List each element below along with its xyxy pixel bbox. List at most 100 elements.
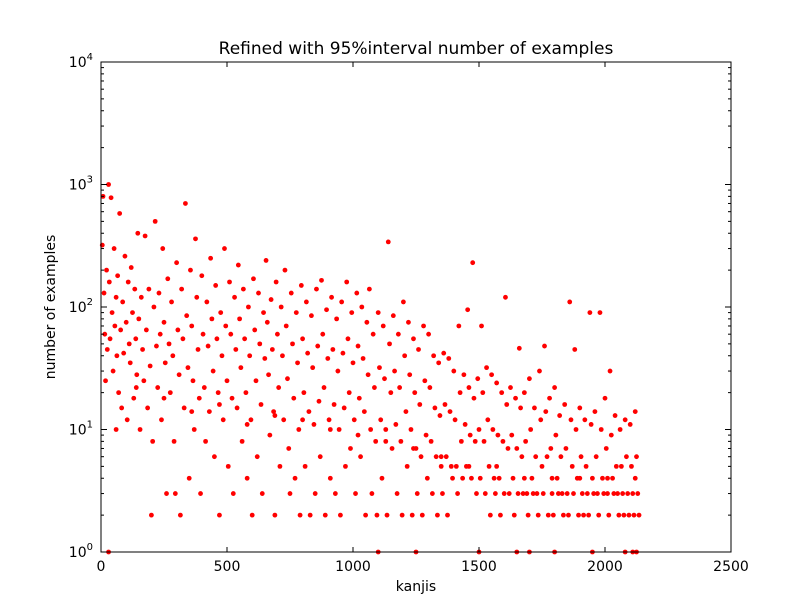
data-point	[384, 512, 390, 518]
data-point	[349, 310, 355, 316]
data-point	[116, 390, 122, 396]
data-point	[611, 491, 617, 496]
data-point	[227, 279, 232, 285]
y-tick-exponent: 1	[87, 420, 93, 431]
data-point	[610, 475, 615, 481]
data-point	[424, 475, 430, 481]
data-point	[244, 422, 250, 427]
data-point	[132, 286, 138, 292]
data-point	[166, 341, 172, 347]
data-point	[253, 378, 259, 384]
data-point	[605, 491, 610, 496]
data-point	[595, 491, 600, 496]
data-point	[514, 446, 520, 451]
data-point	[412, 390, 418, 396]
data-point	[387, 341, 392, 347]
data-point	[605, 475, 610, 481]
data-point	[150, 438, 156, 444]
data-point	[238, 365, 244, 371]
data-point	[603, 446, 609, 451]
data-point	[398, 438, 404, 444]
data-point	[118, 327, 124, 333]
data-point	[106, 182, 111, 187]
data-point	[622, 417, 628, 423]
data-point	[509, 432, 515, 438]
data-point	[421, 323, 426, 329]
data-point	[629, 463, 634, 469]
data-point	[137, 427, 143, 432]
data-point	[264, 319, 270, 325]
data-point	[521, 475, 527, 481]
data-point	[432, 405, 438, 411]
data-point	[145, 405, 151, 411]
data-point	[198, 491, 203, 496]
data-point	[295, 360, 300, 366]
data-point	[578, 454, 584, 460]
data-point	[451, 368, 457, 374]
data-point	[346, 390, 352, 396]
data-point	[484, 365, 489, 371]
data-point	[203, 438, 208, 444]
data-point	[217, 512, 222, 518]
data-point	[125, 279, 131, 285]
data-point	[280, 353, 285, 359]
data-point	[179, 286, 185, 292]
y-tick-label: 104	[69, 52, 93, 71]
data-point	[316, 398, 322, 404]
data-point	[482, 491, 488, 496]
data-point	[339, 299, 345, 305]
data-point	[634, 454, 639, 460]
data-point	[102, 331, 108, 337]
data-point	[348, 446, 353, 451]
data-point	[269, 347, 275, 352]
data-point	[379, 475, 385, 481]
data-point	[494, 463, 500, 469]
y-tick-label: 100	[69, 542, 93, 561]
data-point	[419, 512, 425, 518]
chart-title: Refined with 95%interval number of examp…	[219, 39, 614, 59]
data-point	[196, 395, 202, 401]
data-point	[296, 427, 302, 432]
data-point	[136, 316, 142, 322]
data-point	[465, 307, 471, 313]
data-point	[542, 343, 547, 349]
data-point	[474, 491, 479, 496]
data-point	[392, 368, 397, 374]
data-point	[149, 512, 154, 518]
data-point	[290, 341, 295, 347]
data-point	[229, 395, 235, 401]
data-point	[195, 347, 201, 352]
data-point	[596, 512, 602, 518]
data-point	[518, 405, 523, 411]
data-point	[336, 427, 342, 432]
data-point	[472, 438, 478, 444]
data-point	[577, 475, 583, 481]
data-point	[345, 336, 351, 342]
data-point	[301, 390, 307, 396]
data-point	[204, 299, 210, 305]
data-point	[562, 402, 568, 407]
data-point	[200, 331, 206, 337]
data-point	[598, 427, 604, 432]
y-tick-label: 103	[69, 175, 93, 194]
data-point	[498, 512, 503, 518]
data-point	[495, 432, 501, 438]
data-point	[563, 446, 569, 451]
data-point	[271, 409, 277, 414]
data-point	[511, 512, 517, 518]
data-point	[550, 512, 556, 518]
data-point	[540, 491, 546, 496]
data-point	[354, 290, 360, 296]
data-point	[466, 463, 472, 469]
data-point	[111, 246, 117, 251]
data-point	[314, 286, 319, 292]
data-point	[356, 395, 362, 401]
y-tick-label: 102	[69, 297, 93, 316]
data-point	[549, 475, 555, 481]
data-point	[520, 491, 526, 496]
data-point	[538, 417, 544, 423]
data-point	[373, 438, 379, 444]
data-point	[471, 395, 477, 401]
data-point	[257, 341, 263, 347]
data-point	[466, 385, 472, 390]
